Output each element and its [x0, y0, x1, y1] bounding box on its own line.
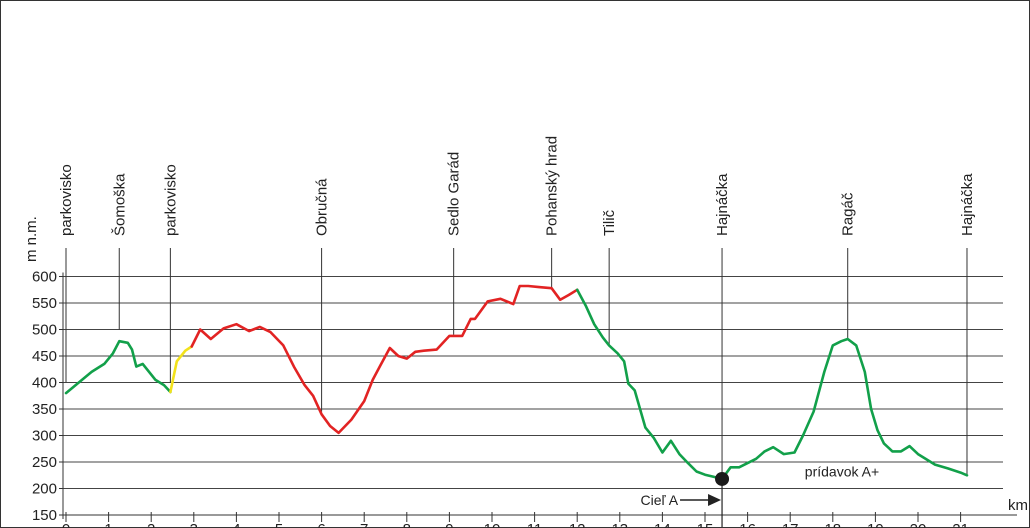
- x-tick-label: 11: [527, 521, 543, 528]
- place-label: Hajnáčka: [959, 173, 976, 236]
- series-line-1: [169, 345, 193, 394]
- x-tick-label: 9: [445, 521, 453, 528]
- target-label: Cieľ A: [640, 492, 678, 508]
- place-label: Šomoška: [111, 173, 128, 236]
- x-tick-label: 2: [147, 521, 155, 528]
- x-tick-label: 13: [611, 521, 628, 528]
- grid-layer: [63, 276, 1003, 489]
- place-label: parkovisko: [58, 164, 75, 236]
- label-layer: parkovisko Šomoška parkovisko Obručná Sedlo …: [58, 136, 976, 527]
- x-tick-label: 3: [190, 521, 198, 528]
- x-tick-label: 5: [275, 521, 283, 528]
- target-arrow-head: [708, 494, 722, 506]
- x-tick-label: 18: [824, 521, 841, 528]
- series-line-0: [64, 339, 172, 395]
- y-tick-label: 550: [32, 295, 57, 312]
- place-label: Ragáč: [840, 192, 857, 236]
- place-label: parkovisko: [162, 164, 179, 236]
- y-axis-title: m n.m.: [23, 216, 40, 262]
- x-tick-label: 7: [360, 521, 368, 528]
- x-tick-label: 8: [403, 521, 411, 528]
- series-line-2: [190, 284, 579, 435]
- y-tick-label: 350: [32, 401, 57, 418]
- target-marker-dot: [715, 471, 730, 486]
- y-tick-label: 600: [32, 269, 57, 286]
- y-tick-label: 400: [32, 375, 57, 392]
- y-tick-label: 450: [32, 348, 57, 365]
- y-tick-label: 250: [32, 454, 57, 471]
- place-label: Obručná: [314, 178, 331, 236]
- x-tick-label: 20: [910, 521, 927, 528]
- x-tick-label: 12: [569, 521, 586, 528]
- x-tick-label: 16: [739, 521, 756, 528]
- x-tick-label: 21: [952, 521, 969, 528]
- y-tick-label: 200: [32, 481, 57, 498]
- x-tick-label: 17: [782, 521, 799, 528]
- series-layer: [64, 284, 969, 481]
- place-label: Pohanský hrad: [544, 136, 561, 236]
- place-drop-lines: [65, 248, 968, 479]
- x-axis-title: km: [1008, 497, 1028, 514]
- x-tick-label: 4: [232, 521, 240, 528]
- annotation-label: prídavok A+: [805, 464, 879, 480]
- x-tick-label: 6: [317, 521, 325, 528]
- series-line-3: [575, 288, 969, 481]
- place-label: Tilič: [601, 209, 618, 236]
- y-tick-label: 300: [32, 428, 57, 445]
- x-tick-label: 1: [104, 521, 112, 528]
- x-tick-label: 15: [697, 521, 714, 528]
- place-label: Sedlo Garád: [446, 152, 463, 236]
- x-tick-label: 14: [654, 521, 671, 528]
- place-label: Hajnáčka: [714, 173, 731, 236]
- x-tick-label: 19: [867, 521, 884, 528]
- x-tick-label: 0: [62, 521, 70, 528]
- axis-layer: 1502002503003504004505005506000123456789…: [32, 269, 1017, 528]
- y-tick-label: 500: [32, 322, 57, 339]
- y-tick-label: 150: [32, 507, 57, 524]
- x-tick-label: 10: [484, 521, 501, 528]
